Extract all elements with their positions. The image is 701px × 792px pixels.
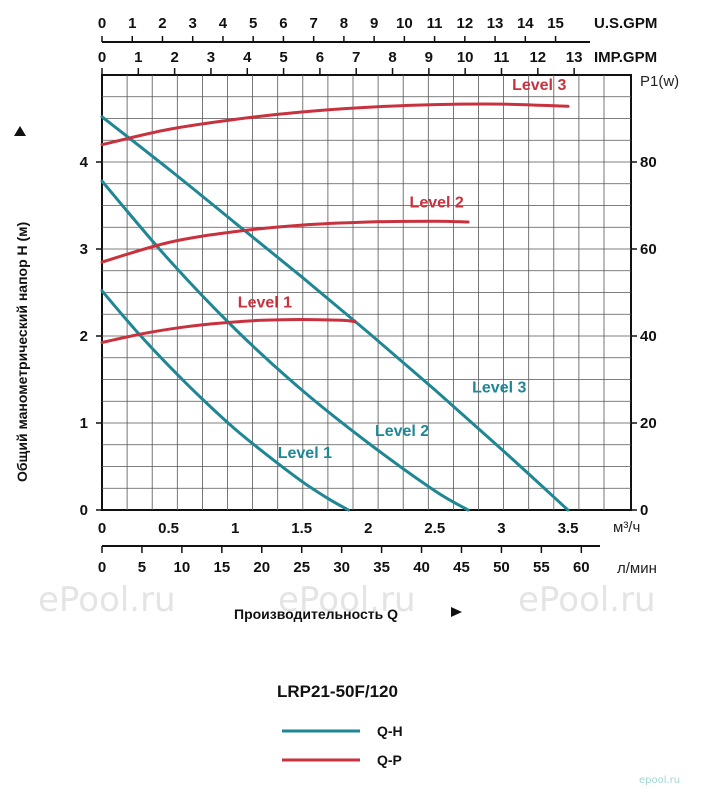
qh-label-level-3: Level 3: [472, 380, 526, 397]
head-tick-label: 3: [80, 241, 88, 258]
lmin-unit: л/мин: [617, 560, 657, 577]
lmin-tick-label: 15: [213, 559, 230, 576]
imp-gpm-tick-label: 12: [529, 49, 546, 66]
lmin-tick-label: 45: [453, 559, 470, 576]
lmin-tick-label: 20: [253, 559, 270, 576]
power-tick-label: 40: [640, 328, 657, 345]
qp-label-level-3: Level 3: [512, 77, 566, 94]
us-gpm-tick-label: 5: [249, 15, 257, 32]
right-axis: 0 20 40 60 80: [631, 154, 657, 519]
m3h-tick-label: 1: [231, 520, 239, 537]
power-tick-label: 0: [640, 502, 648, 519]
imp-gpm-tick-label: 6: [316, 49, 324, 66]
imp-gpm-tick-label: 2: [170, 49, 178, 66]
qh-curve-level-3: [100, 115, 570, 512]
m3h-unit: м³/ч: [613, 519, 640, 536]
us-gpm-tick-label: 0: [98, 15, 106, 32]
lmin-tick-label: 10: [174, 559, 191, 576]
imp-gpm-tick-label: 13: [566, 49, 583, 66]
imp-gpm-tick-label: 9: [425, 49, 433, 66]
m3h-tick-label: 3: [497, 520, 505, 537]
curves: [100, 102, 570, 512]
imp-gpm-unit: IMP.GPM: [594, 49, 657, 66]
watermark-1: ePool.ru: [38, 580, 176, 620]
legend-qp-label: Q-P: [377, 752, 402, 768]
lmin-tick-label: 30: [333, 559, 350, 576]
imp-gpm-tick-label: 7: [352, 49, 360, 66]
head-axis-title: Общий манометрический напор H (м): [14, 222, 30, 482]
m3h-tick-label: 3.5: [558, 520, 579, 537]
lmin-tick-label: 50: [493, 559, 510, 576]
imp-gpm-tick-label: 10: [457, 49, 474, 66]
us-gpm-tick-label: 6: [279, 15, 287, 32]
lmin-tick-label: 25: [293, 559, 310, 576]
power-tick-label: 20: [640, 415, 657, 432]
us-gpm-unit: U.S.GPM: [594, 15, 657, 32]
qp-label-level-1: Level 1: [238, 295, 292, 312]
us-gpm-tick-label: 13: [487, 15, 504, 32]
power-tick-label: 60: [640, 241, 657, 258]
head-axis-arrow: [14, 126, 26, 136]
m3h-tick-label: 0: [98, 520, 106, 537]
lmin-tick-label: 55: [533, 559, 550, 576]
lmin-tick-label: 60: [573, 559, 590, 576]
imp-gpm-tick-label: 8: [388, 49, 396, 66]
qp-curve-level-1: [100, 317, 357, 344]
us-gpm-tick-label: 11: [427, 15, 443, 32]
qp-curve-level-2: [100, 219, 470, 264]
imp-gpm-tick-label: 1: [134, 49, 142, 66]
flow-axis-arrow: [451, 607, 462, 617]
lmin-tick-label: 35: [373, 559, 390, 576]
us-gpm-tick-label: 7: [309, 15, 317, 32]
lmin-tick-label: 40: [413, 559, 430, 576]
qh-label-level-2: Level 2: [375, 423, 429, 440]
us-gpm-tick-label: 10: [396, 15, 413, 32]
qp-label-level-2: Level 2: [410, 195, 464, 212]
site-logo: epool.ru: [639, 775, 680, 786]
m3h-tick-label: 2: [364, 520, 372, 537]
us-gpm-tick-label: 14: [517, 15, 534, 32]
us-gpm-tick-label: 2: [158, 15, 166, 32]
model-name: LRP21-50F/120: [277, 682, 398, 701]
bottom-axes: 0 0.5 1 1.5 2 2.5 3 3.5 0 5 10 15 20 25 30 35 40 45 50 55 60: [98, 520, 600, 576]
lmin-tick-label: 0: [98, 559, 106, 576]
qh-label-level-1: Level 1: [278, 445, 332, 462]
imp-gpm-tick-label: 11: [494, 49, 510, 66]
qh-curve-level-2: [100, 179, 470, 512]
watermark-3: ePool.ru: [518, 580, 656, 620]
qh-curve-level-1: [100, 289, 350, 512]
imp-gpm-tick-label: 5: [279, 49, 287, 66]
imp-gpm-tick-label: 3: [207, 49, 215, 66]
top-axes: 0 1 2 3 4 5 6 7 8 9 10 11 12 13 14 150 1 2 3 4 5 6 7 8 9 10 11 12 13: [98, 15, 590, 75]
watermark-2: ePool.ru: [278, 580, 416, 620]
flow-axis-title: Производительность Q: [234, 606, 398, 622]
imp-gpm-tick-label: 4: [243, 49, 252, 66]
left-axis: 0 1 2 3 4: [80, 154, 102, 519]
head-tick-label: 0: [80, 502, 88, 519]
head-tick-label: 1: [80, 415, 88, 432]
us-gpm-tick-label: 12: [456, 15, 473, 32]
lmin-tick-label: 5: [138, 559, 146, 576]
us-gpm-tick-label: 8: [340, 15, 348, 32]
power-tick-label: 80: [640, 154, 657, 171]
curve-labels: Level 1 Level 2 Level 3 Level 1 Level 2 Level…: [238, 77, 567, 462]
m3h-tick-label: 2.5: [424, 520, 445, 537]
imp-gpm-tick-label: 0: [98, 49, 106, 66]
us-gpm-tick-label: 9: [370, 15, 378, 32]
us-gpm-tick-label: 3: [189, 15, 197, 32]
us-gpm-tick-label: 4: [219, 15, 228, 32]
qp-curve-level-3: [100, 102, 570, 147]
m3h-tick-label: 0.5: [158, 520, 179, 537]
power-axis-title: P1(w): [640, 73, 679, 90]
m3h-tick-label: 1.5: [291, 520, 312, 537]
us-gpm-tick-label: 15: [547, 15, 564, 32]
head-tick-label: 2: [80, 328, 88, 345]
grid: [102, 75, 631, 510]
us-gpm-tick-label: 1: [128, 15, 136, 32]
head-tick-label: 4: [80, 154, 89, 171]
legend-qh-label: Q-H: [377, 723, 403, 739]
